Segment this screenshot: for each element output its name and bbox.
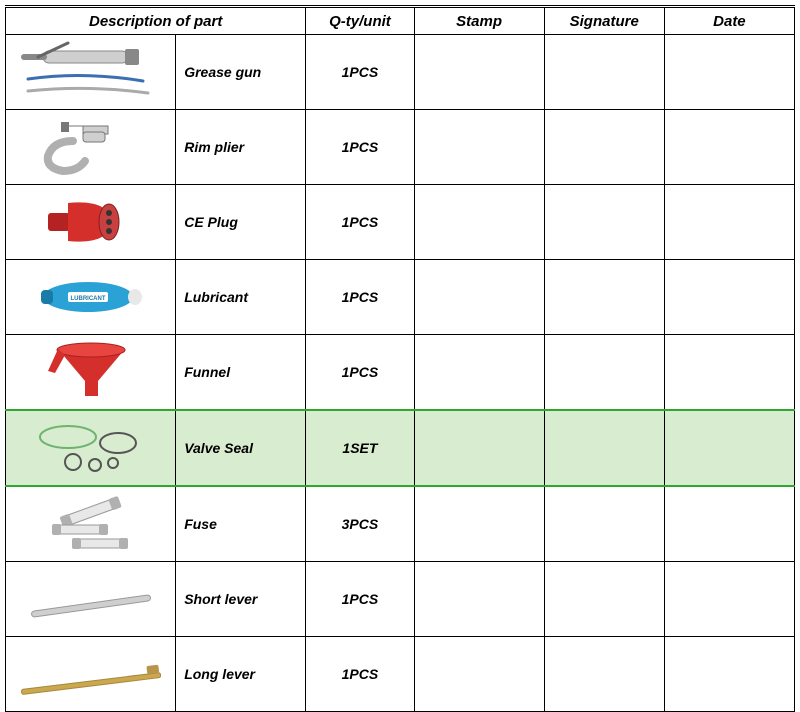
part-qty: 1PCS	[306, 637, 414, 712]
header-signature: Signature	[544, 7, 664, 35]
table-row: Valve Seal1SET	[6, 410, 795, 486]
grease-gun-icon	[6, 35, 176, 110]
date-cell	[664, 410, 794, 486]
stamp-cell	[414, 562, 544, 637]
date-cell	[664, 260, 794, 335]
table-row: LUBRICANT Lubricant1PCS	[6, 260, 795, 335]
header-qty: Q-ty/unit	[306, 7, 414, 35]
signature-cell	[544, 486, 664, 562]
funnel-icon	[6, 335, 176, 411]
lubricant-icon: LUBRICANT	[6, 260, 176, 335]
date-cell	[664, 110, 794, 185]
long-lever-icon	[6, 637, 176, 712]
signature-cell	[544, 410, 664, 486]
date-cell	[664, 486, 794, 562]
header-date: Date	[664, 7, 794, 35]
rim-plier-icon	[6, 110, 176, 185]
stamp-cell	[414, 335, 544, 411]
part-name: Lubricant	[176, 260, 306, 335]
stamp-cell	[414, 35, 544, 110]
stamp-cell	[414, 110, 544, 185]
table-row: Funnel1PCS	[6, 335, 795, 411]
part-qty: 1PCS	[306, 335, 414, 411]
table-row: Short lever1PCS	[6, 562, 795, 637]
table-row: Grease gun1PCS	[6, 35, 795, 110]
svg-text:LUBRICANT: LUBRICANT	[71, 296, 106, 302]
header-stamp: Stamp	[414, 7, 544, 35]
date-cell	[664, 185, 794, 260]
part-name: Long lever	[176, 637, 306, 712]
header-description: Description of part	[6, 7, 306, 35]
part-name: Fuse	[176, 486, 306, 562]
signature-cell	[544, 260, 664, 335]
header-row: Description of part Q-ty/unit Stamp Sign…	[6, 7, 795, 35]
stamp-cell	[414, 637, 544, 712]
signature-cell	[544, 335, 664, 411]
part-name: CE Plug	[176, 185, 306, 260]
part-qty: 1SET	[306, 410, 414, 486]
stamp-cell	[414, 486, 544, 562]
valve-seal-icon	[6, 410, 176, 486]
part-name: Rim plier	[176, 110, 306, 185]
date-cell	[664, 637, 794, 712]
signature-cell	[544, 562, 664, 637]
part-name: Short lever	[176, 562, 306, 637]
stamp-cell	[414, 260, 544, 335]
short-lever-icon	[6, 562, 176, 637]
ce-plug-icon	[6, 185, 176, 260]
part-name: Valve Seal	[176, 410, 306, 486]
part-name: Grease gun	[176, 35, 306, 110]
parts-table: Description of part Q-ty/unit Stamp Sign…	[5, 5, 795, 712]
date-cell	[664, 35, 794, 110]
part-qty: 3PCS	[306, 486, 414, 562]
part-qty: 1PCS	[306, 260, 414, 335]
table-row: Fuse3PCS	[6, 486, 795, 562]
part-qty: 1PCS	[306, 562, 414, 637]
part-qty: 1PCS	[306, 35, 414, 110]
part-qty: 1PCS	[306, 110, 414, 185]
signature-cell	[544, 110, 664, 185]
signature-cell	[544, 637, 664, 712]
part-qty: 1PCS	[306, 185, 414, 260]
table-row: Long lever1PCS	[6, 637, 795, 712]
date-cell	[664, 562, 794, 637]
signature-cell	[544, 185, 664, 260]
stamp-cell	[414, 185, 544, 260]
table-row: Rim plier1PCS	[6, 110, 795, 185]
signature-cell	[544, 35, 664, 110]
fuse-icon	[6, 486, 176, 562]
table-row: CE Plug1PCS	[6, 185, 795, 260]
part-name: Funnel	[176, 335, 306, 411]
stamp-cell	[414, 410, 544, 486]
date-cell	[664, 335, 794, 411]
